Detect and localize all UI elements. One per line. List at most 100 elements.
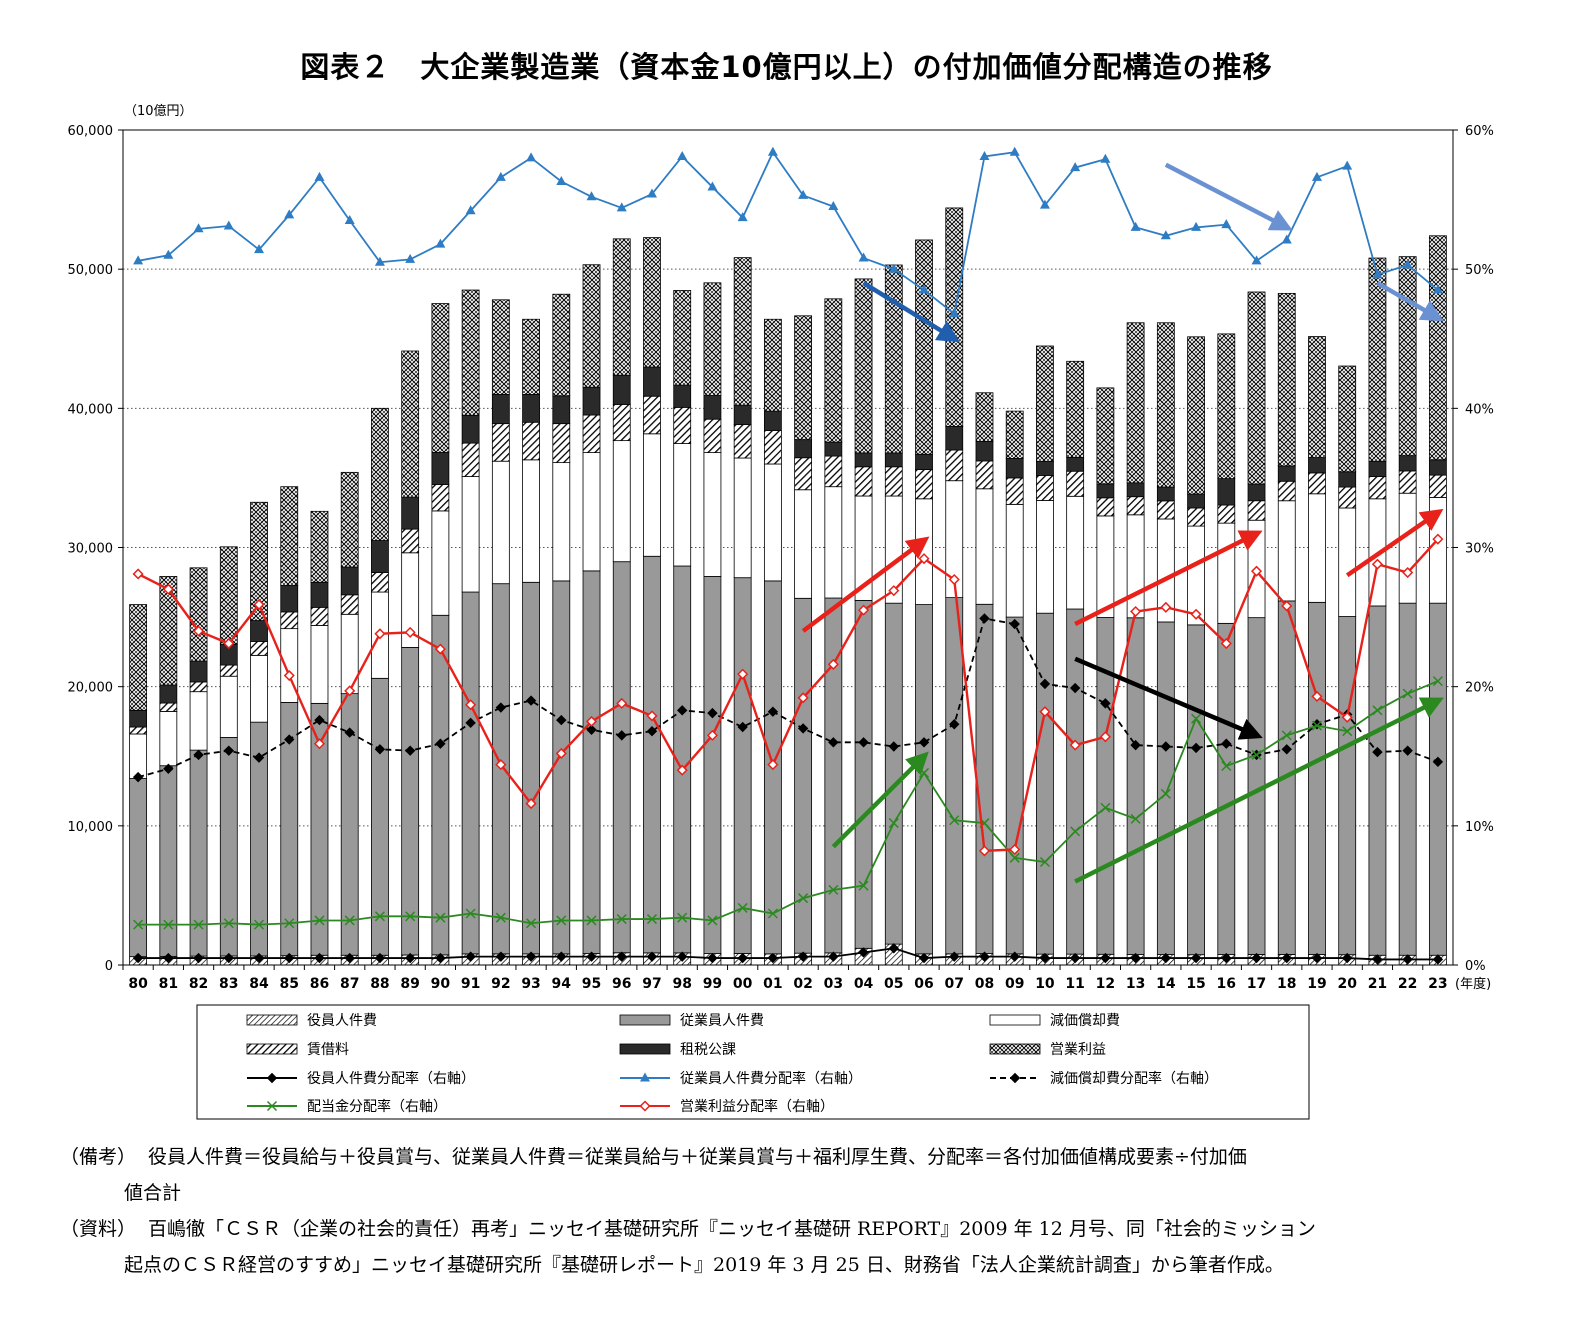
point	[465, 717, 476, 729]
bar-segment	[401, 647, 420, 956]
bar-segment	[280, 585, 299, 613]
point	[858, 880, 869, 891]
point	[1342, 160, 1353, 170]
bar-segment	[1036, 475, 1054, 501]
point	[253, 598, 265, 611]
point	[676, 764, 688, 776]
bar-segment	[1066, 360, 1085, 458]
bar-segment	[1368, 605, 1387, 956]
point	[193, 952, 204, 964]
bar-segment	[280, 486, 299, 586]
point	[132, 771, 144, 783]
x-tick-label: 19	[1307, 976, 1326, 992]
point	[556, 951, 567, 962]
x-tick-label: 08	[975, 976, 994, 992]
bar-segment	[794, 439, 813, 459]
point	[404, 745, 416, 756]
bar-segment	[401, 350, 420, 498]
x-tick-label: 20	[1337, 976, 1357, 992]
point	[616, 697, 628, 709]
point	[1371, 558, 1383, 570]
bar-segment	[763, 318, 782, 412]
point	[163, 249, 174, 259]
point	[1100, 802, 1111, 813]
legend-frame	[196, 1004, 1310, 1120]
bar-segment	[1126, 617, 1145, 955]
note-biko-head: （備考）	[60, 1146, 137, 1168]
x-tick-label: 13	[1126, 976, 1145, 992]
bar-segment	[854, 278, 873, 454]
point	[737, 212, 748, 222]
legend-label: 配当金分配率（右軸）	[307, 1098, 447, 1115]
bar-segment	[431, 484, 450, 512]
bar-segment	[189, 681, 208, 693]
bar-segment	[552, 395, 571, 425]
point	[1009, 146, 1020, 156]
point	[526, 152, 537, 162]
point	[1190, 608, 1202, 620]
point	[1432, 533, 1444, 545]
bar-segment	[794, 489, 813, 599]
bar-segment	[1217, 333, 1236, 480]
point	[858, 604, 870, 616]
point	[223, 918, 234, 929]
x-axis-unit: (年度)	[1455, 976, 1491, 992]
point	[465, 205, 476, 215]
point	[1039, 856, 1050, 868]
point	[640, 1072, 650, 1082]
bar-segment	[733, 457, 752, 579]
legend-label: 従業員人件費	[680, 1013, 764, 1029]
bar-segment	[612, 404, 631, 442]
point	[948, 573, 960, 586]
point	[586, 191, 597, 201]
point	[1402, 745, 1413, 756]
bar-segment	[582, 414, 601, 453]
x-tick-label: 06	[914, 976, 933, 992]
x-tick-label: 88	[370, 976, 389, 992]
y-left-tick-label: 20,000	[68, 681, 114, 696]
point	[858, 947, 869, 958]
bar-segment	[431, 303, 450, 453]
point	[646, 710, 658, 722]
bar-segment	[703, 576, 722, 954]
bar-segment	[371, 572, 389, 593]
bar-segment	[1277, 500, 1296, 602]
bar-segment	[612, 561, 631, 954]
bar-segment	[612, 440, 631, 563]
bar-segment	[1126, 482, 1145, 498]
point	[707, 181, 718, 191]
point	[1130, 221, 1141, 231]
point	[163, 919, 174, 930]
bar-segment	[975, 460, 994, 490]
point	[314, 915, 325, 926]
point	[1221, 952, 1232, 964]
bar-segment	[129, 778, 148, 958]
bar-segment	[643, 433, 661, 557]
point	[344, 915, 355, 926]
bar-segment	[1398, 492, 1417, 604]
point	[525, 798, 537, 810]
bar-segment	[794, 315, 813, 441]
point	[1099, 731, 1111, 743]
legend-label: 賃借料	[307, 1042, 349, 1058]
x-tick-label: 17	[1247, 976, 1266, 992]
trend-arrow	[1376, 281, 1444, 322]
note-biko-line2: 値合計	[124, 1182, 182, 1204]
point	[1281, 600, 1293, 612]
point	[495, 171, 506, 181]
bar-segment	[824, 486, 843, 599]
bar-segment	[1338, 507, 1357, 617]
bar-segment	[1428, 602, 1447, 956]
point	[737, 952, 748, 964]
point	[1070, 162, 1081, 172]
x-tick-label: 15	[1186, 976, 1205, 992]
bar-segment	[250, 501, 268, 621]
point	[1372, 269, 1383, 279]
legend-label: 租税公課	[680, 1042, 736, 1058]
series-line	[137, 617, 1439, 778]
point	[1039, 952, 1051, 964]
point	[949, 308, 960, 318]
trend-arrow	[1074, 530, 1263, 627]
y-left-tick-label: 10,000	[68, 820, 114, 835]
point	[827, 658, 839, 670]
